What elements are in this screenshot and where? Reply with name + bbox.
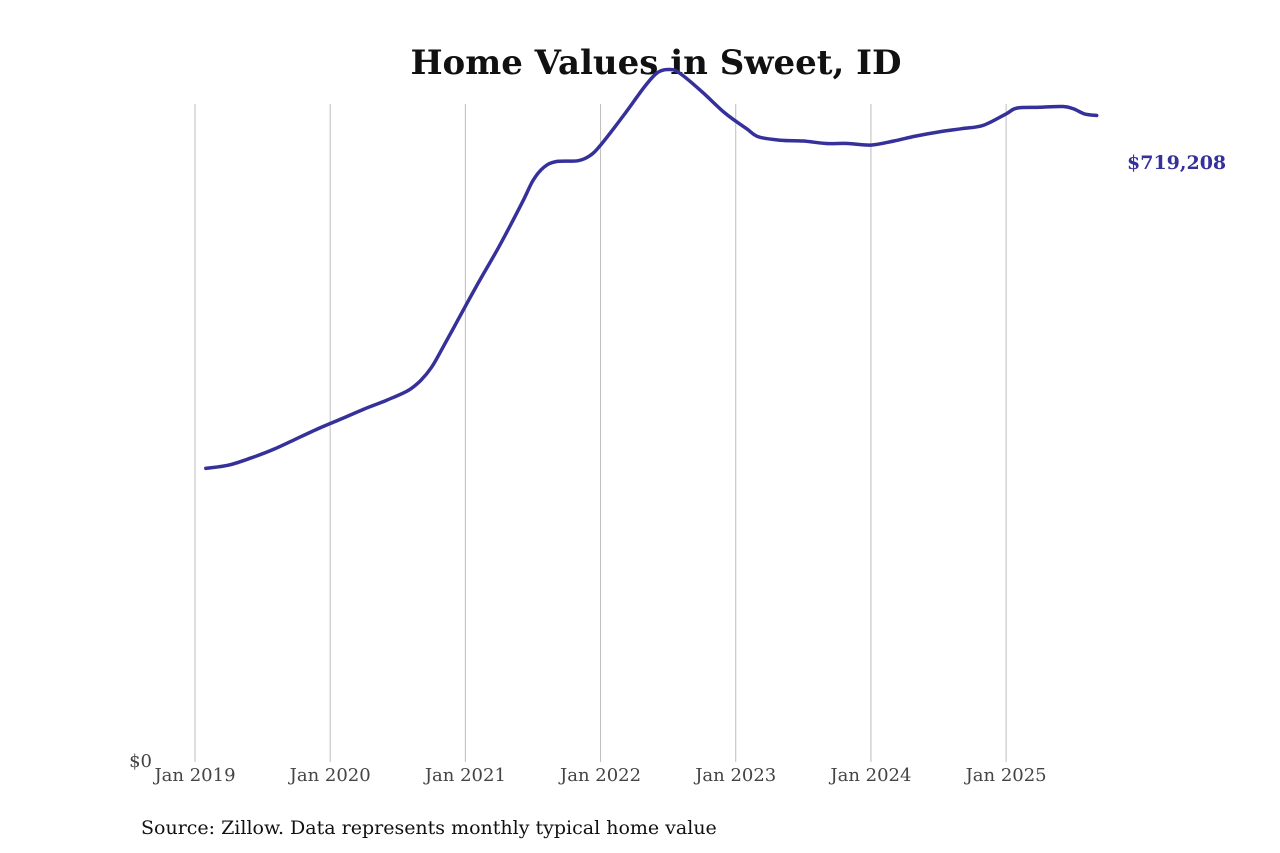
x-tick-label: Jan 2023 [693,765,776,786]
x-tick-label: Jan 2025 [964,765,1047,786]
x-tick-label: Jan 2020 [288,765,371,786]
chart-title: Home Values in Sweet, ID [410,43,901,83]
y-axis-zero-label: $0 [129,751,152,772]
x-axis-ticks: Jan 2019 Jan 2020 Jan 2021 Jan 2022 Jan 2023… [152,765,1046,786]
gridlines [194,104,1007,762]
source-note: Source: Zillow. Data represents monthly … [141,817,717,839]
home-value-line [204,67,1099,471]
x-tick-label: Jan 2022 [558,765,641,786]
x-tick-label: Jan 2021 [423,765,506,786]
latest-value-label: $719,208 [1127,152,1226,174]
x-tick-label: Jan 2024 [828,765,911,786]
x-tick-label: Jan 2019 [152,765,235,786]
